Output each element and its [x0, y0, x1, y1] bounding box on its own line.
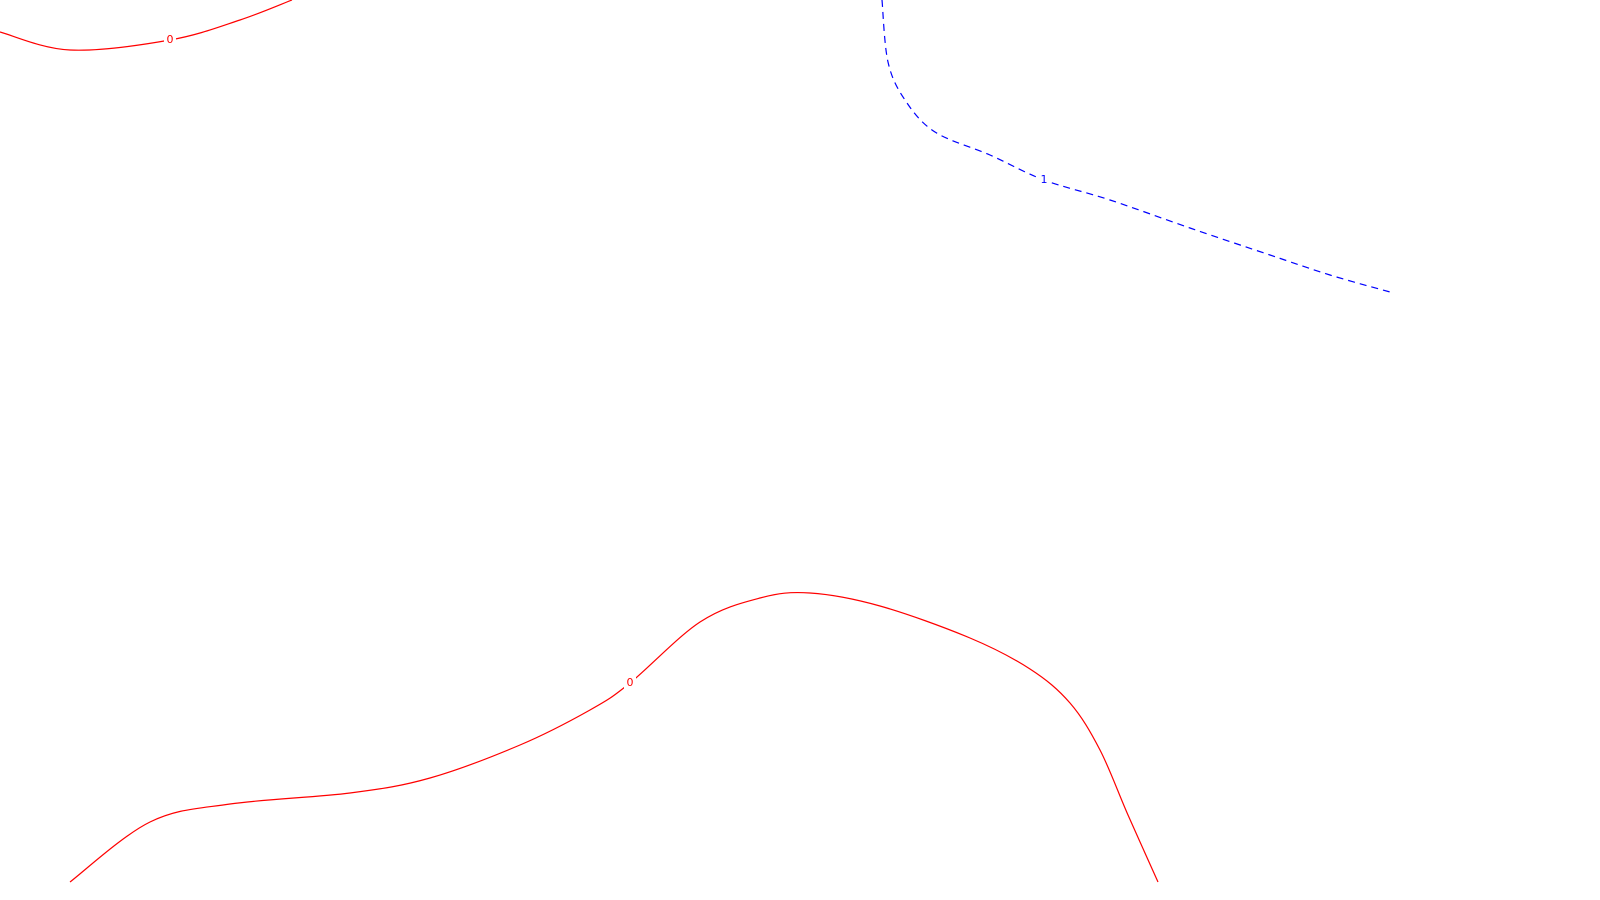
contour-label-2: 0: [627, 676, 634, 689]
contour-labels: 0 1 0: [164, 33, 1050, 690]
contour-line-level-1-1: [881, 0, 1391, 293]
contour-label-background-1: [1038, 173, 1050, 187]
contour-label-0: 0: [167, 33, 174, 46]
contour-label-background-0: [164, 33, 176, 47]
contour-label-1: 1: [1041, 173, 1048, 186]
contour-label-background-2: [624, 676, 636, 690]
contour-line-level-0-2: [69, 591, 1159, 883]
